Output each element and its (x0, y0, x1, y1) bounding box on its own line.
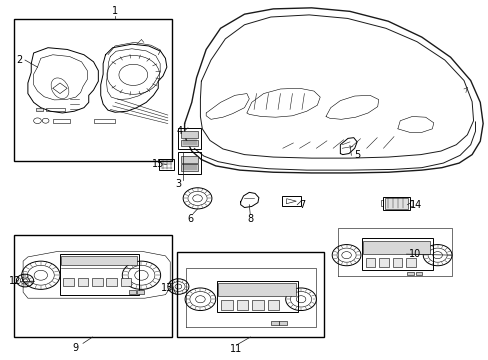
Text: 3: 3 (175, 179, 181, 189)
Bar (178, 128, 201, 149)
Bar (159, 159, 173, 170)
Bar (181, 165, 198, 171)
Bar (53, 118, 69, 123)
Bar (252, 300, 263, 310)
Text: 1: 1 (112, 6, 118, 15)
Bar (93, 118, 115, 123)
Bar (409, 200, 412, 207)
Text: 4: 4 (176, 126, 183, 136)
Bar (415, 272, 422, 275)
Text: 11: 11 (230, 345, 242, 354)
Bar (405, 258, 415, 267)
Bar (45, 108, 64, 111)
Bar (181, 140, 198, 146)
Bar (270, 321, 278, 325)
Bar (378, 258, 388, 267)
Bar (177, 252, 323, 337)
Bar (181, 131, 198, 138)
Bar (121, 278, 131, 286)
Bar (14, 235, 171, 337)
Bar (92, 278, 102, 286)
Bar (407, 272, 413, 275)
Text: 13: 13 (161, 283, 173, 293)
Text: 2: 2 (16, 55, 22, 65)
Bar (383, 197, 409, 210)
Text: 14: 14 (409, 200, 421, 210)
Bar (221, 300, 232, 310)
Bar (384, 198, 407, 209)
Bar (137, 290, 143, 294)
Bar (361, 238, 432, 270)
Bar (61, 256, 137, 265)
Text: 6: 6 (187, 214, 194, 224)
Bar (216, 280, 298, 312)
Text: 8: 8 (246, 214, 253, 224)
Bar (392, 258, 401, 267)
Bar (279, 321, 286, 325)
Bar (129, 290, 136, 294)
Bar (36, 108, 43, 111)
Bar (365, 258, 375, 267)
Bar (363, 241, 429, 254)
Bar (106, 278, 117, 286)
Text: 12: 12 (9, 275, 21, 285)
Bar (281, 196, 301, 207)
Bar (236, 300, 248, 310)
Text: 10: 10 (408, 249, 420, 259)
Bar (181, 156, 198, 163)
Bar (63, 278, 74, 286)
Text: 9: 9 (73, 343, 79, 352)
Text: 7: 7 (298, 200, 305, 210)
Text: 15: 15 (152, 159, 164, 169)
Bar (14, 19, 171, 161)
Text: 5: 5 (353, 150, 360, 160)
Bar (78, 278, 88, 286)
Bar (267, 300, 279, 310)
Bar (218, 283, 296, 296)
Bar (178, 153, 201, 174)
Bar (60, 254, 139, 294)
Bar (380, 200, 383, 207)
